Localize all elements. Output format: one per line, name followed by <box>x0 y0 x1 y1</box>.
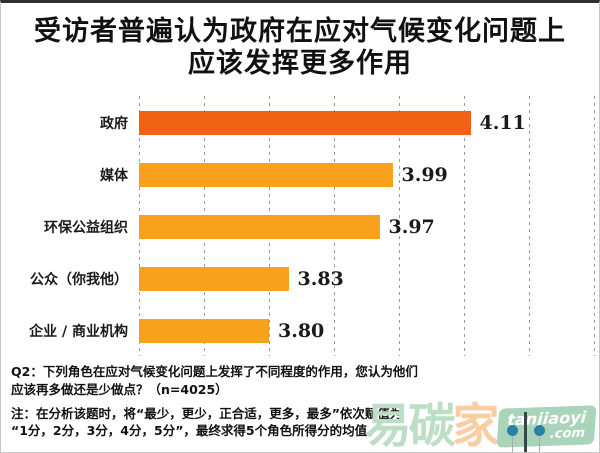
gridline <box>464 96 465 356</box>
value-label: 3.80 <box>278 320 325 342</box>
question-note: Q2：下列角色在应对气候变化问题上发挥了不同程度的作用，您认为他们 应该再多做还… <box>11 363 481 399</box>
pin-dot-icon <box>507 425 518 436</box>
bar <box>139 267 289 291</box>
watermark-pins-decoration <box>507 412 547 452</box>
category-label: 环保公益组织 <box>44 220 128 236</box>
value-label: 3.97 <box>388 216 435 238</box>
bar <box>139 319 269 343</box>
method-note: 注：在分析该题时，将“最少，更少，正合适，更多，最多”依次赋值为 “1分，2分，… <box>11 405 481 441</box>
category-label: 企业 / 商业机构 <box>29 324 128 340</box>
gridline <box>399 96 400 356</box>
category-label: 公众（你我他） <box>30 272 128 288</box>
method-note-line2: “1分，2分，3分，4分，5分”，最终求得5个角色所得分的均值。 <box>11 423 380 439</box>
pin-stem <box>512 434 513 452</box>
bar-row: 政府 4.11 <box>1 111 599 135</box>
question-note-line1: Q2：下列角色在应对气候变化问题上发挥了不同程度的作用，您认为他们 <box>11 364 418 379</box>
bar-row: 企业 / 商业机构 3.80 <box>1 319 599 343</box>
bar-row: 媒体 3.99 <box>1 163 599 187</box>
question-note-line2: 应该再多做还是少做点？（n=4025） <box>11 381 228 397</box>
pin-stem <box>539 434 540 452</box>
gridline <box>529 96 530 356</box>
chart-title-line2: 应该发挥更多作用 <box>188 48 412 80</box>
bar-row: 环保公益组织 3.97 <box>1 215 599 239</box>
pin-dot-icon <box>534 425 545 436</box>
value-label: 3.99 <box>401 164 448 186</box>
pin-centerline <box>524 412 527 452</box>
value-label: 4.11 <box>479 112 526 134</box>
bar-row: 公众（你我他） 3.83 <box>1 267 599 291</box>
method-note-line1: 注：在分析该题时，将“最少，更少，正合适，更多，最多”依次赋值为 <box>11 405 403 421</box>
value-label: 3.83 <box>297 268 344 290</box>
bar <box>139 111 471 135</box>
gridline <box>594 96 595 356</box>
category-label: 政府 <box>100 116 128 132</box>
category-label: 媒体 <box>100 168 128 184</box>
bar <box>139 163 393 187</box>
footnotes: Q2：下列角色在应对气候变化问题上发挥了不同程度的作用，您认为他们 应该再多做还… <box>11 363 481 446</box>
chart-title: 受访者普遍认为政府在应对气候变化问题上 应该发挥更多作用 <box>1 16 599 81</box>
bar <box>139 215 380 239</box>
chart-title-line1: 受访者普遍认为政府在应对气候变化问题上 <box>34 16 566 47</box>
